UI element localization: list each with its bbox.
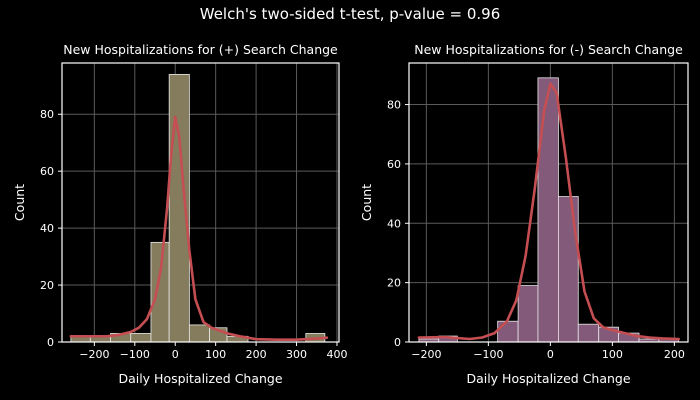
left-histogram-bar xyxy=(150,241,170,343)
left-x-tick-label: 400 xyxy=(326,348,347,361)
right-x-tick-label: −100 xyxy=(473,348,503,361)
left-kde-line xyxy=(69,115,329,342)
left-y-tick-label: 80 xyxy=(40,108,54,121)
left-x-tick-label: 300 xyxy=(286,348,307,361)
right-y-tick-label: 60 xyxy=(387,158,401,171)
right-chart-title: New Hospitalizations for (-) Search Chan… xyxy=(414,42,683,57)
left-chart-title: New Hospitalizations for (+) Search Chan… xyxy=(63,42,338,57)
right-y-tick-label: 80 xyxy=(387,99,401,112)
figure-suptitle: Welch's two-sided t-test, p-value = 0.96 xyxy=(199,5,501,23)
right-x-tick-label: −200 xyxy=(411,348,441,361)
right-x-axis-label: Daily Hospitalized Change xyxy=(466,371,630,386)
right-y-tick-label: 20 xyxy=(387,277,401,290)
right-chart: −200 −100 0 100 200 0 20 40 60 80 New Hospitalizat… xyxy=(359,42,689,386)
right-x-tick-label: 200 xyxy=(664,348,685,361)
left-x-tick-label: 0 xyxy=(172,348,179,361)
left-axes-frame xyxy=(61,62,340,343)
left-x-tick-label: −200 xyxy=(79,348,109,361)
right-y-axis-label: Count xyxy=(359,184,374,221)
left-chart: −200 −100 0 100 200 300 400 0 20 40 60 80 New Hospit… xyxy=(12,42,347,386)
left-y-tick-label: 40 xyxy=(40,222,54,235)
left-histogram-bar xyxy=(188,324,210,343)
left-y-tick-label: 20 xyxy=(40,279,54,292)
left-y-axis-label: Count xyxy=(12,184,27,221)
left-x-axis-label: Daily Hospitalized Change xyxy=(118,371,282,386)
right-x-tick-label: 100 xyxy=(602,348,623,361)
right-y-tick-label: 40 xyxy=(387,217,401,230)
left-y-tick-label: 0 xyxy=(47,336,54,349)
right-histogram-bar xyxy=(537,77,559,343)
right-histogram-bar xyxy=(558,196,579,343)
right-histogram-bar xyxy=(517,285,539,343)
right-histogram-bar xyxy=(577,323,600,343)
left-y-tick-label: 60 xyxy=(40,165,54,178)
right-y-tick-label: 0 xyxy=(394,336,401,349)
left-x-tick-label: −100 xyxy=(120,348,150,361)
right-x-tick-label: 0 xyxy=(547,348,554,361)
right-histogram-bar xyxy=(497,320,519,343)
right-axes-frame xyxy=(408,62,689,343)
right-kde-line xyxy=(417,82,681,341)
left-histogram-bar xyxy=(130,333,152,343)
left-x-tick-label: 200 xyxy=(246,348,267,361)
left-x-tick-label: 100 xyxy=(205,348,226,361)
